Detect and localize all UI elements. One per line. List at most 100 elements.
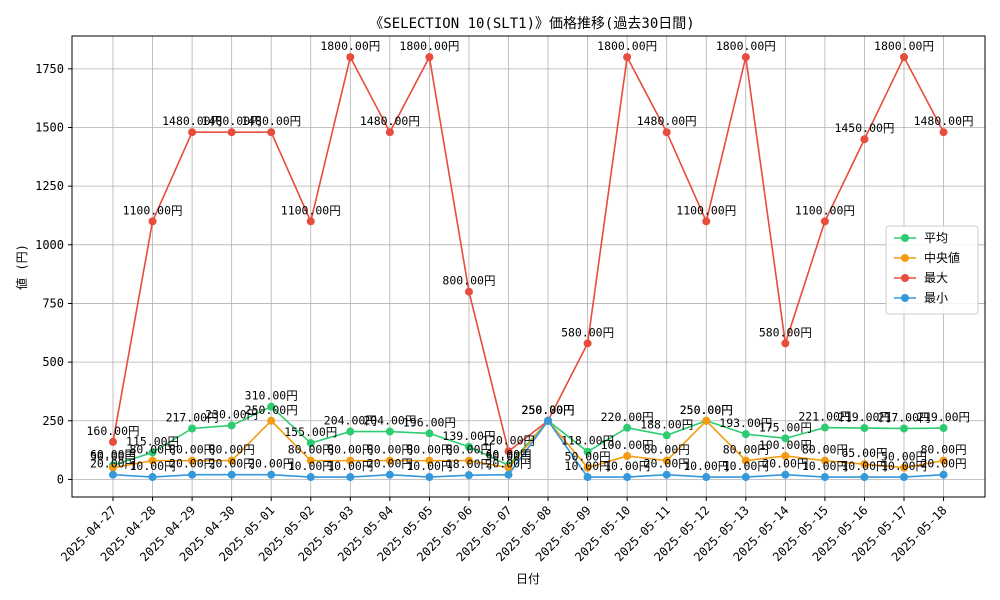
y-tick-label: 750 [42,296,64,310]
data-label: 1480.00円 [202,114,262,128]
data-label: 580.00円 [759,325,812,339]
data-label: 1100.00円 [281,203,341,217]
data-label: 800.00円 [442,274,495,288]
data-point [741,473,750,482]
data-label: 1800.00円 [320,39,380,53]
data-label: 18.00円 [446,457,492,471]
data-point [583,463,592,472]
data-label: 10.00円 [604,459,650,473]
data-point [583,447,592,456]
data-point [464,471,473,480]
data-point [385,456,394,465]
data-label: 10.00円 [683,459,729,473]
data-label: 155.00円 [284,425,337,439]
data-point [939,470,948,479]
data-point [820,456,829,465]
data-point [267,470,276,479]
data-label: 20.00円 [762,457,808,471]
data-label: 230.00円 [205,407,258,421]
data-point [939,128,948,137]
data-point [188,424,197,433]
data-label: 80.00円 [288,443,334,457]
data-point [860,460,869,469]
data-label: 1480.00円 [914,114,974,128]
data-label: 80.00円 [327,443,373,457]
data-label: 80.00円 [920,443,966,457]
y-axis-ticks: 0 250 500 750 1000 1250 1500 1750 [35,62,72,486]
data-point [662,431,671,440]
data-point [346,53,355,62]
series-line [112,419,944,469]
data-point [781,470,790,479]
data-point [504,463,513,472]
data-label: 80.00円 [802,443,848,457]
data-label: 60.00円 [485,447,531,461]
data-label: 50.00円 [485,450,531,464]
data-label: 80.00円 [169,443,215,457]
data-point [425,456,434,465]
legend-swatch-marker [901,294,909,302]
y-tick-label: 500 [42,355,64,369]
data-point [741,430,750,439]
data-labels: 60.00円115.00円217.00円230.00円310.00円155.00… [86,39,973,473]
data-label: 60.00円 [90,447,136,461]
data-label: 250.00円 [522,403,575,417]
data-point [464,287,473,296]
data-point [583,473,592,482]
legend-swatch-marker [901,254,909,262]
data-point [227,128,236,137]
data-point [623,473,632,482]
data-point [227,470,236,479]
data-point [900,463,908,472]
data-label: 80.00円 [723,443,769,457]
data-point [662,470,671,479]
y-tick-label: 1250 [35,179,64,193]
data-label: 65.00円 [841,446,887,460]
data-label: 10.00円 [406,459,452,473]
series-line [112,54,945,453]
data-label: 10.00円 [565,459,611,473]
data-label: 1800.00円 [597,39,657,53]
data-label: 80.00円 [446,443,492,457]
data-label: 20.00円 [248,457,294,471]
data-point [820,217,829,226]
data-label: 139.00円 [442,429,495,443]
data-point [267,128,276,137]
data-label: 100.00円 [601,438,654,452]
data-point [781,451,790,460]
data-label: 204.00円 [324,414,377,428]
data-label: 1100.00円 [795,203,855,217]
data-label: 219.00円 [838,410,891,424]
data-point [109,463,117,472]
data-label: 80.00円 [644,443,690,457]
data-label: 20.00円 [209,457,255,471]
data-label: 250.00円 [522,403,575,417]
data-point [425,473,434,482]
data-label: 1800.00円 [874,39,934,53]
data-label: 250.00円 [522,403,575,417]
data-point [148,473,157,482]
legend-swatch-marker [901,234,909,242]
series-group [109,53,948,482]
data-point [464,442,473,451]
data-label: 217.00円 [877,410,930,424]
data-label: 310.00円 [245,389,298,403]
data-point [346,456,355,465]
data-label: 196.00円 [403,415,456,429]
data-point [267,416,276,425]
data-label: 50.00円 [881,450,927,464]
data-point [741,456,750,465]
data-point [346,427,355,436]
legend-label: 最小 [924,291,948,305]
data-point [860,424,869,433]
data-label: 10.00円 [129,459,175,473]
data-label: 1480.00円 [162,114,222,128]
data-label: 1100.00円 [123,203,183,217]
data-point [188,456,197,465]
data-point [939,424,948,433]
legend-swatch-marker [901,274,909,282]
data-label: 120.00円 [482,433,535,447]
data-point [188,470,197,479]
legend-box [885,225,979,315]
